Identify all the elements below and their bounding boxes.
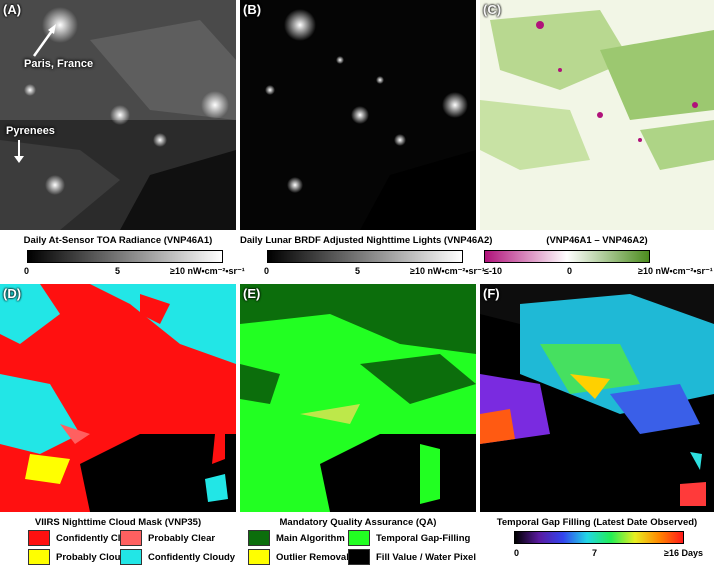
colorbar-c-tick-0: ≤-10: [484, 266, 502, 276]
legend-e-title: Mandatory Quality Assurance (QA): [279, 517, 437, 528]
panel-f-image: [480, 284, 714, 512]
legend-e-item-main-algorithm: Main Algorithm: [248, 530, 345, 546]
panel-c-difference: [480, 0, 714, 230]
panel-e-image: [240, 284, 476, 512]
legend-e-item-fill-value: Fill Value / Water Pixel: [348, 549, 476, 565]
colorbar-c-tick-1: 0: [567, 266, 573, 276]
arrow-pyrenees-icon: [14, 140, 24, 163]
panel-f-label: (F): [483, 286, 500, 301]
annotation-paris: Paris, France: [24, 58, 94, 70]
colorbar-a: [27, 250, 223, 263]
legend-d-item-confidently-clear: Confidently Clear: [28, 530, 135, 546]
colorbar-f-tick-2: ≥16 Days: [664, 548, 703, 558]
colorbar-a-tick-1: 5: [115, 266, 121, 276]
legend-d-item-probably-cloudy: Probably Cloudy: [28, 549, 131, 565]
panel-d-cloud-mask: [0, 284, 236, 512]
panel-a-label: (A): [3, 2, 22, 17]
panel-b-label: (B): [243, 2, 262, 17]
colorbar-b-tick-1: 5: [355, 266, 361, 276]
legend-e-label: Temporal Gap-Filling: [376, 532, 471, 544]
colorbar-f-tick-1: 7: [592, 548, 598, 558]
panel-a-nightlights: [0, 0, 236, 230]
colorbar-b-title: Daily Lunar BRDF Adjusted Nighttime Ligh…: [240, 235, 493, 246]
legend-e-swatch: [348, 530, 370, 546]
legend-d-swatch: [28, 530, 50, 546]
arrow-paris-icon: [32, 24, 56, 57]
panel-e-label: (E): [243, 286, 261, 301]
legend-d-title: VIIRS Nighttime Cloud Mask (VNP35): [34, 517, 202, 528]
legend-d-label: Confidently Cloudy: [148, 551, 236, 563]
panel-c-image: [480, 0, 714, 230]
colorbar-c: [484, 250, 650, 263]
legend-e-swatch: [248, 530, 270, 546]
colorbar-b-tick-2: ≥10 nW•cm⁻²•sr⁻¹: [410, 266, 485, 276]
colorbar-c-title: (VNP46A1 – VNP46A2): [546, 235, 648, 246]
legend-d-label: Probably Clear: [148, 532, 216, 544]
colorbar-c-tick-2: ≥10 nW•cm⁻²•sr⁻¹: [638, 266, 713, 276]
legend-e-item-outlier-removal: Outlier Removal: [248, 549, 349, 565]
panel-a-image: [0, 0, 236, 230]
legend-e-item-temporal-gap-filling: Temporal Gap-Filling: [348, 530, 470, 546]
panel-d-image: [0, 284, 236, 512]
panel-b-image: [240, 0, 476, 230]
legend-e-label: Outlier Removal: [276, 551, 349, 563]
legend-e-swatch: [248, 549, 270, 565]
legend-d-swatch: [120, 530, 142, 546]
legend-d-item-probably-clear: Probably Clear: [120, 530, 215, 546]
legend-d-item-confidently-cloudy: Confidently Cloudy: [120, 549, 235, 565]
panel-f-temporal-gap: [480, 284, 714, 512]
colorbar-a-tick-2: ≥10 nW•cm⁻²•sr⁻¹: [170, 266, 245, 276]
legend-d-swatch: [28, 549, 50, 565]
legend-d-swatch: [120, 549, 142, 565]
panel-e-quality-assurance: [240, 284, 476, 512]
panel-d-label: (D): [3, 286, 22, 301]
colorbar-f-title: Temporal Gap Filling (Latest Date Observ…: [496, 517, 698, 528]
panel-b-nightlights: [240, 0, 476, 230]
legend-d-label: Probably Cloudy: [56, 551, 132, 563]
legend-e-label: Main Algorithm: [276, 532, 345, 544]
colorbar-a-tick-0: 0: [24, 266, 30, 276]
legend-e-swatch: [348, 549, 370, 565]
colorbar-a-title: Daily At-Sensor TOA Radiance (VNP46A1): [23, 235, 213, 246]
colorbar-b-tick-0: 0: [264, 266, 270, 276]
colorbar-f: [514, 531, 684, 544]
colorbar-f-tick-0: 0: [514, 548, 520, 558]
legend-d-label: Confidently Clear: [56, 532, 135, 544]
colorbar-b: [267, 250, 463, 263]
annotation-pyrenees: Pyrenees: [6, 125, 55, 137]
legend-e-label: Fill Value / Water Pixel: [376, 551, 476, 563]
panel-c-label: (C): [483, 2, 502, 17]
